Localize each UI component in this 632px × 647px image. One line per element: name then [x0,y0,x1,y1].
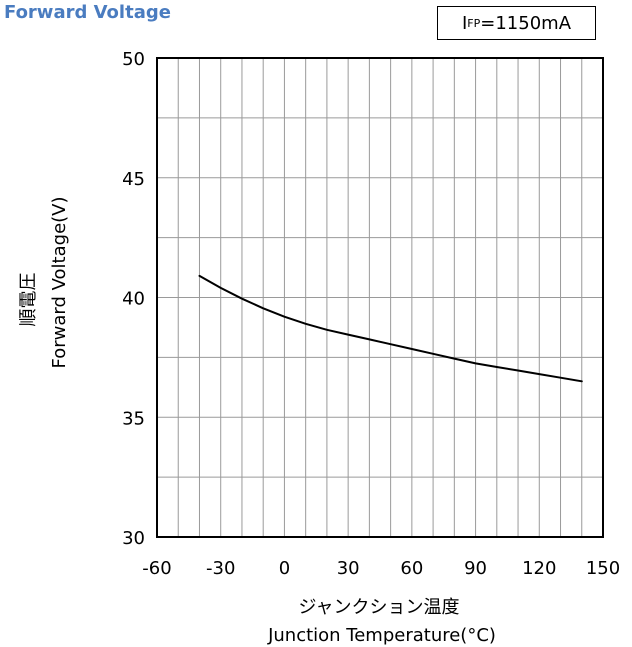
condition-box: I FP =1150mA [437,6,596,40]
condition-suffix: =1150mA [480,12,572,34]
x-tick-label: 0 [279,558,290,579]
x-tick-label: 60 [400,558,423,579]
plot-frame [156,57,604,538]
x-tick-label: -30 [206,558,235,579]
y-tick-label: 50 [122,49,145,70]
y-tick-label: 40 [122,289,145,310]
series-group [198,274,583,383]
x-tick-label: 120 [522,558,556,579]
y-axis-label-ja: 順電圧 [18,273,39,327]
x-axis-label-ja: ジャンクション温度 [298,597,459,618]
y-tick-label: 45 [122,169,145,190]
y-tick-label: 35 [122,408,145,429]
grid-lines [157,58,603,537]
y-tick-label: 30 [122,528,145,549]
x-tick-label: 90 [464,558,487,579]
condition-subscript: FP [467,16,481,30]
x-tick-label: 150 [586,558,620,579]
x-tick-label: -60 [142,558,171,579]
x-tick-label: 30 [337,558,360,579]
condition-prefix: I [461,12,468,34]
series-line [198,274,583,383]
tick-labels: -60 -30 0 30 60 90 120 150 30 35 40 45 50 [122,49,620,579]
y-axis-label: Forward Voltage(V) [49,197,70,369]
x-axis-label: Junction Temperature(°C) [267,625,496,646]
chart-title: Forward Voltage [4,2,171,23]
